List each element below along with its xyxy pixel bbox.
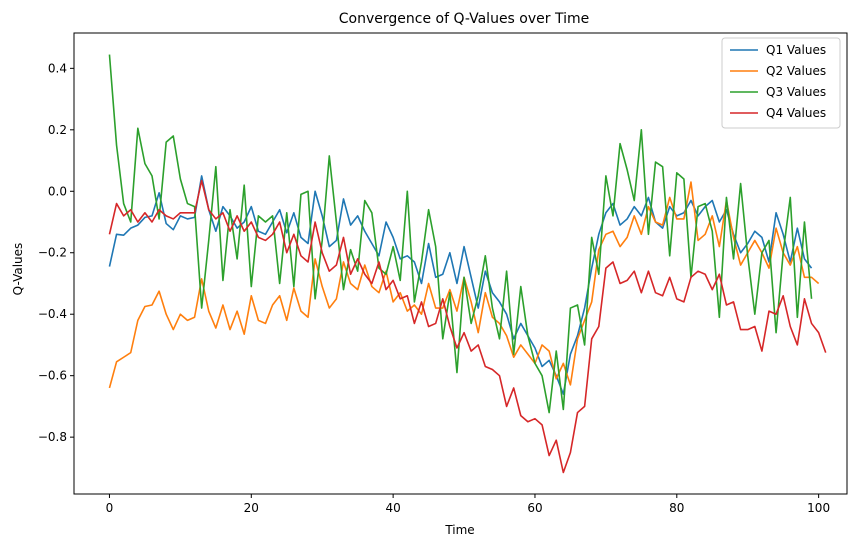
y-tick-label: −0.6 bbox=[38, 369, 67, 383]
x-axis-ticks: 0 20 40 60 80 100 bbox=[106, 494, 830, 515]
x-axis-label: Time bbox=[444, 523, 474, 537]
x-tick-label: 60 bbox=[527, 501, 542, 515]
x-tick-label: 80 bbox=[669, 501, 684, 515]
series-layer bbox=[108, 54, 827, 474]
legend-label-q3: Q3 Values bbox=[766, 85, 826, 99]
y-tick-label: −0.2 bbox=[38, 246, 67, 260]
plot-frame bbox=[73, 32, 848, 495]
y-tick-label: 0.0 bbox=[48, 184, 67, 198]
y-tick-label: 0.4 bbox=[48, 61, 67, 75]
legend-label-q1: Q1 Values bbox=[766, 43, 826, 57]
x-tick-label: 40 bbox=[385, 501, 400, 515]
x-tick-label: 20 bbox=[244, 501, 259, 515]
series-line-q4 bbox=[108, 179, 827, 474]
legend-label-q4: Q4 Values bbox=[766, 106, 826, 120]
legend-box bbox=[721, 37, 841, 129]
legend: Q1 Values Q2 Values Q3 Values Q4 Values bbox=[721, 37, 841, 129]
series-line-q3 bbox=[108, 54, 813, 414]
y-tick-label: −0.8 bbox=[38, 430, 67, 444]
y-tick-label: −0.4 bbox=[38, 307, 67, 321]
y-axis-label: Q-Values bbox=[11, 243, 25, 296]
y-axis-ticks: 0.4 0.2 0.0 −0.2 −0.4 −0.6 −0.8 bbox=[38, 61, 74, 444]
x-tick-label: 0 bbox=[106, 501, 114, 515]
chart-title: Convergence of Q-Values over Time bbox=[339, 11, 589, 27]
legend-label-q2: Q2 Values bbox=[766, 64, 826, 78]
y-tick-label: 0.2 bbox=[48, 123, 67, 137]
x-tick-label: 100 bbox=[807, 501, 830, 515]
